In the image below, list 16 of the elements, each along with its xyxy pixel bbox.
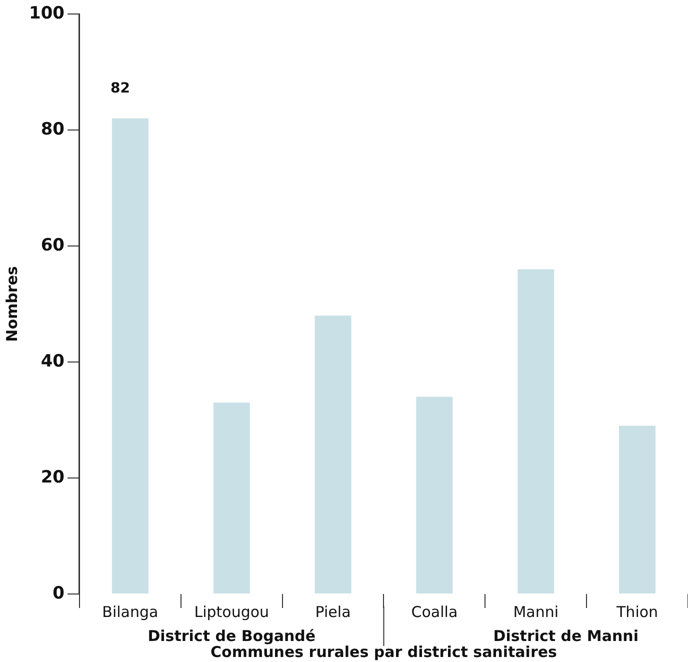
y-axis-title: Nombres [2, 266, 21, 342]
y-tick-label: 0 [52, 583, 65, 604]
y-tick-label: 80 [40, 119, 65, 140]
y-tick-label: 100 [28, 3, 65, 24]
x-tick-label: Thion [616, 602, 658, 621]
y-tick-label: 20 [40, 467, 65, 488]
text: District de Bogandé [148, 627, 316, 645]
x-tick-label: Piela [315, 602, 351, 621]
x-tick-label: Coalla [411, 602, 458, 621]
y-tick-label: 60 [40, 235, 65, 256]
x-tick-label: Manni [513, 602, 559, 621]
y-tick-label: 40 [40, 351, 65, 372]
data-label: 82 [110, 80, 130, 96]
text: District de Manni [493, 627, 638, 645]
x-tick-label: Liptougou [194, 602, 270, 621]
x-tick-label: Bilanga [102, 602, 158, 621]
